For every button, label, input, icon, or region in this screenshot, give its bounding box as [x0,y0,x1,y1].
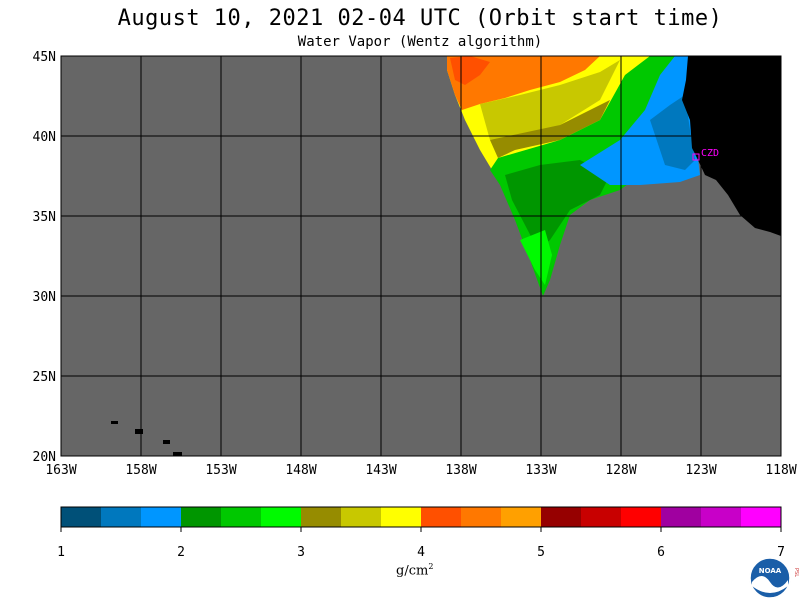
longitude-label: 118W [765,463,796,478]
colorbar-cell [501,507,542,527]
colorbar-tick-label: 7 [777,545,785,560]
longitude-label: 128W [605,463,636,478]
station-square-icon [692,153,700,161]
colorbar-cell [381,507,422,527]
colorbar-cell [221,507,262,527]
colorbar-cell [741,507,782,527]
water-vapor-swath [447,56,700,296]
land-mass [111,56,781,456]
colorbar-tick-label: 4 [417,545,425,560]
swath-olive-band [480,60,620,140]
colorbar-tick-labels: 1 2 3 4 5 6 7 [57,527,785,560]
longitude-label: 163W [45,463,76,478]
hawaii-island-3 [163,440,170,444]
map-border [60,55,782,457]
longitude-label: 138W [445,463,476,478]
colorbar-cell [61,507,102,527]
swath-red-orange-patch [450,56,490,85]
latitude-label: 30N [33,290,56,305]
longitude-label: 123W [685,463,716,478]
colorbar-cell [141,507,182,527]
longitude-label: 143W [365,463,396,478]
colorbar-unit-label: g/cm2 [396,562,434,579]
latitude-label: 40N [33,130,56,145]
colorbar-cell [701,507,742,527]
psl-side-text: PSL [793,568,799,577]
station-label: CZD [701,148,719,159]
colorbar-tick-label: 6 [657,545,665,560]
longitude-labels: 163W 158W 153W 148W 143W 138W 133W 128W 123W 118W [45,463,796,478]
map-subtitle: Water Vapor (Wentz algorithm) [297,34,543,50]
colorbar-cell [181,507,222,527]
graticule [61,56,781,456]
hawaii-island-1 [111,421,118,424]
longitude-label: 158W [125,463,156,478]
latitude-label: 45N [33,50,56,65]
colorbar-cell [101,507,142,527]
swath-dark-green-region [505,160,610,250]
colorbar-cell [461,507,502,527]
colorbar-cell [341,507,382,527]
hawaii-island-4 [173,452,182,456]
noaa-logo-text: NOAA [759,567,782,575]
map-title: August 10, 2021 02-04 UTC (Orbit start t… [117,6,723,31]
noaa-logo-icon: NOAA PSL [749,557,799,599]
swath-bright-green-patch [520,230,552,285]
north-america-coast [682,56,781,236]
swath-orange-band [447,56,600,110]
colorbar-tick-label: 3 [297,545,305,560]
colorbar-cell [661,507,702,527]
latitude-label: 20N [33,450,56,465]
swath-blue-region [650,95,695,170]
latitude-label: 25N [33,370,56,385]
swath-dark-olive-band [490,100,610,158]
colorbar-cell [581,507,622,527]
latitude-labels: 45N 40N 35N 30N 25N 20N [33,50,56,465]
station-marker-czd: CZD [692,148,719,161]
longitude-label: 153W [205,463,236,478]
longitude-label: 133W [525,463,556,478]
colorbar-cell [421,507,462,527]
colorbar-tick-label: 1 [57,545,65,560]
colorbar-tick-label: 2 [177,545,185,560]
colorbar-cell [301,507,342,527]
longitude-label: 148W [285,463,316,478]
latitude-label: 35N [33,210,56,225]
colorbar-cell [541,507,582,527]
colorbar-cells [61,507,782,527]
colorbar-tick-label: 5 [537,545,545,560]
colorbar-cell [261,507,302,527]
hawaii-island-2 [135,429,143,434]
colorbar-cell [621,507,662,527]
